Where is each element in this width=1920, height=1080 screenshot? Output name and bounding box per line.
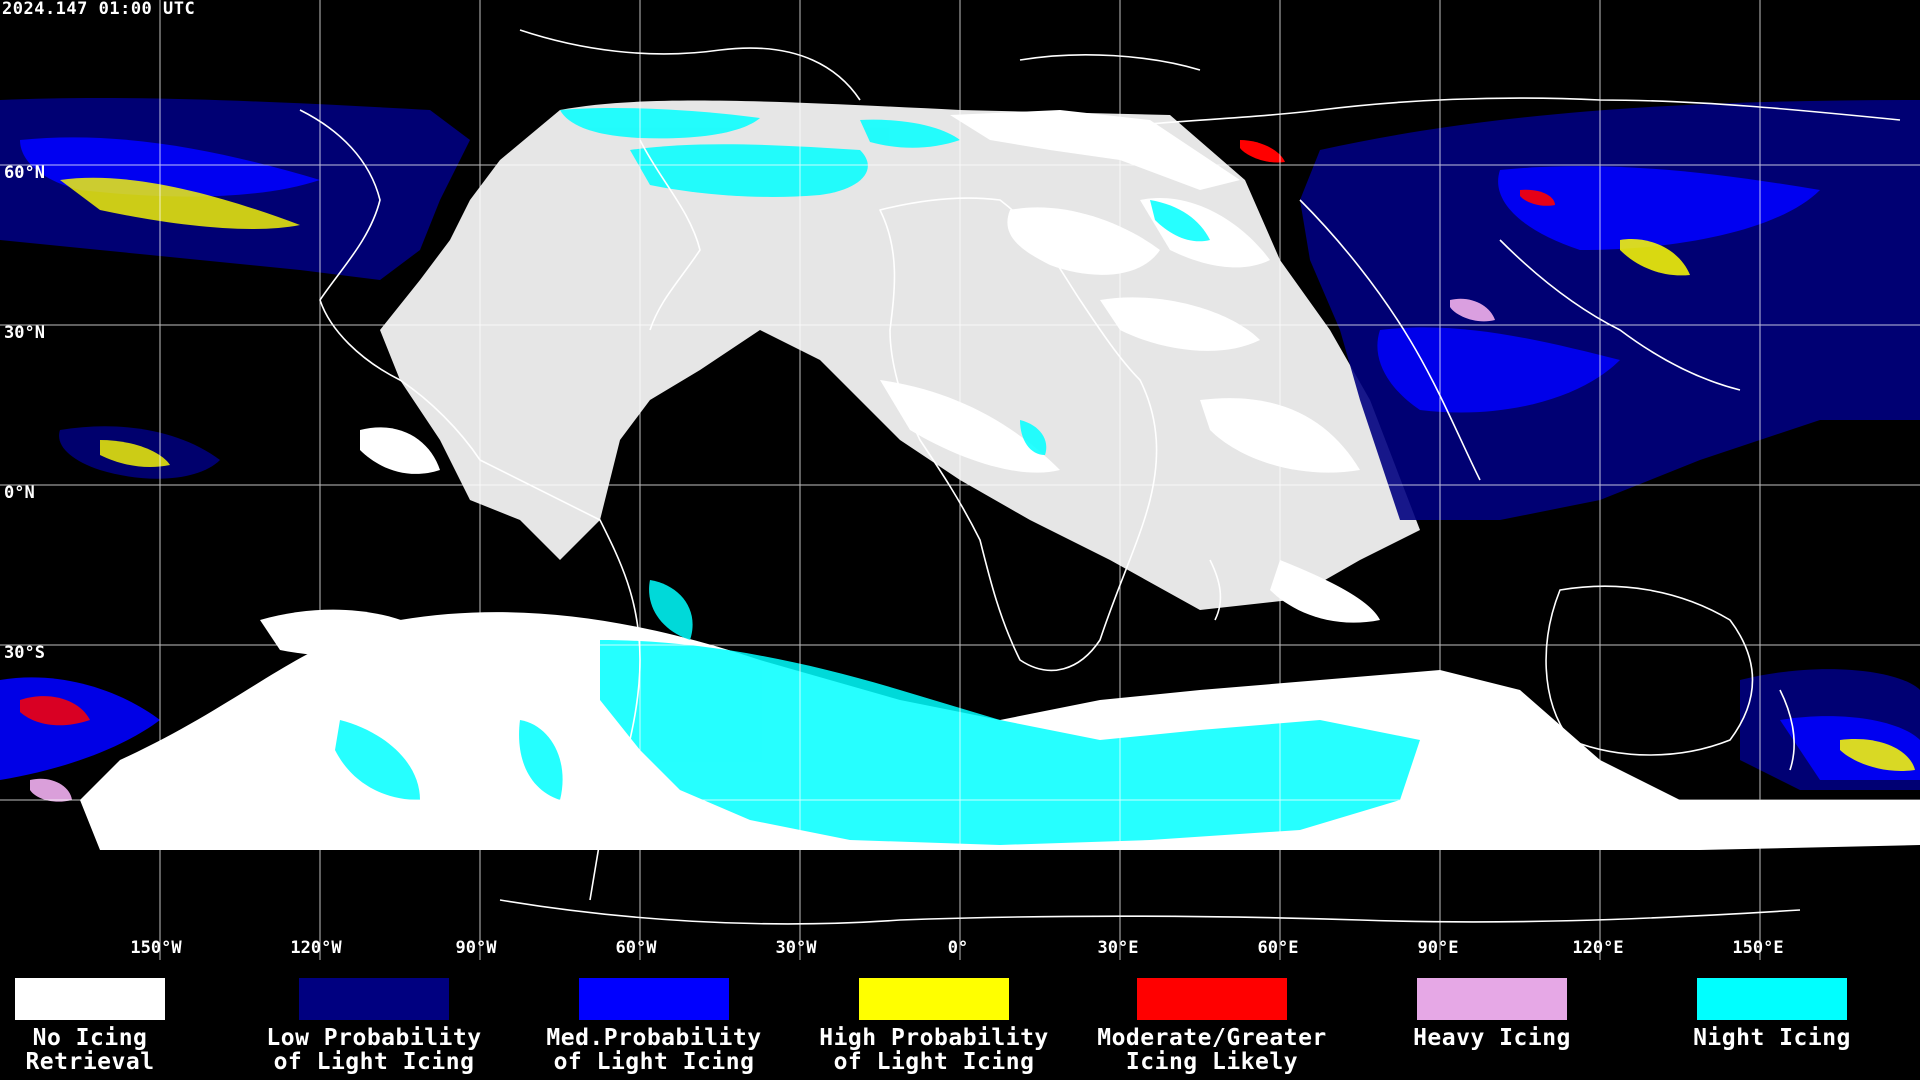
legend-label-line1: Med.Probability bbox=[546, 1025, 762, 1051]
icing-map-canvas bbox=[0, 0, 1920, 960]
legend-item-heavy-icing: Heavy Icing bbox=[1362, 978, 1622, 1050]
lon-label-30w: 30°W bbox=[775, 938, 817, 958]
lat-label-30s: 30°S bbox=[4, 643, 45, 663]
legend-item-med-probability: Med.Probability of Light Icing bbox=[524, 978, 784, 1074]
graticule bbox=[0, 0, 1920, 960]
legend-label-line2: of Light Icing bbox=[833, 1049, 1035, 1075]
legend-item-no-icing: No Icing Retrieval bbox=[0, 978, 220, 1074]
lon-label-60e: 60°E bbox=[1257, 938, 1299, 958]
lon-label-120w: 120°W bbox=[290, 938, 342, 958]
icing-legend: No Icing Retrieval Low Probability of Li… bbox=[0, 960, 1920, 1080]
legend-swatch-no-icing bbox=[15, 978, 165, 1020]
legend-label-line1: No Icing bbox=[32, 1025, 148, 1051]
icing-highlight-regions bbox=[20, 140, 1915, 802]
lon-label-60w: 60°W bbox=[615, 938, 657, 958]
legend-label-line1: Night Icing bbox=[1693, 1025, 1851, 1051]
lon-label-120e: 120°E bbox=[1572, 938, 1624, 958]
lat-label-60n: 60°N bbox=[4, 163, 45, 183]
legend-swatch-med-probability bbox=[579, 978, 729, 1020]
legend-label-line2: of Light Icing bbox=[553, 1049, 755, 1075]
lon-label-90w: 90°W bbox=[455, 938, 497, 958]
legend-label-line2: Icing Likely bbox=[1125, 1049, 1299, 1075]
legend-item-moderate-greater: Moderate/Greater Icing Likely bbox=[1082, 978, 1342, 1074]
lat-label-0n: 0°N bbox=[4, 483, 35, 503]
legend-swatch-night-icing bbox=[1697, 978, 1847, 1020]
legend-swatch-low-probability bbox=[299, 978, 449, 1020]
lat-label-30n: 30°N bbox=[4, 323, 45, 343]
legend-label-line1: Moderate/Greater bbox=[1097, 1025, 1327, 1051]
legend-swatch-moderate-greater bbox=[1137, 978, 1287, 1020]
legend-item-low-probability: Low Probability of Light Icing bbox=[244, 978, 504, 1074]
legend-label-low-probability: Low Probability of Light Icing bbox=[244, 1026, 504, 1074]
product-timestamp: 2024.147 01:00 UTC bbox=[2, 0, 196, 19]
legend-label-med-probability: Med.Probability of Light Icing bbox=[524, 1026, 784, 1074]
legend-swatch-heavy-icing bbox=[1417, 978, 1567, 1020]
lon-label-150e: 150°E bbox=[1732, 938, 1784, 958]
legend-label-line2: Retrieval bbox=[25, 1049, 155, 1075]
legend-label-line2: of Light Icing bbox=[273, 1049, 475, 1075]
legend-item-high-probability: High Probability of Light Icing bbox=[804, 978, 1064, 1074]
icing-map: 2024.147 01:00 UTC 60°N 30°N 0°N 30°S 15… bbox=[0, 0, 1920, 960]
legend-label-moderate-greater: Moderate/Greater Icing Likely bbox=[1082, 1026, 1342, 1074]
legend-label-no-icing: No Icing Retrieval bbox=[0, 1026, 220, 1074]
lon-label-0: 0° bbox=[947, 938, 969, 958]
legend-label-line1: Heavy Icing bbox=[1413, 1025, 1571, 1051]
legend-label-line1: Low Probability bbox=[266, 1025, 482, 1051]
legend-label-high-probability: High Probability of Light Icing bbox=[804, 1026, 1064, 1074]
legend-item-night-icing: Night Icing bbox=[1642, 978, 1902, 1050]
lon-label-150w: 150°W bbox=[130, 938, 182, 958]
legend-label-heavy-icing: Heavy Icing bbox=[1362, 1026, 1622, 1050]
lon-label-90e: 90°E bbox=[1417, 938, 1459, 958]
night-icing-region bbox=[335, 107, 1420, 845]
lon-label-30e: 30°E bbox=[1097, 938, 1139, 958]
legend-swatch-high-probability bbox=[859, 978, 1009, 1020]
legend-label-line1: High Probability bbox=[819, 1025, 1049, 1051]
legend-label-night-icing: Night Icing bbox=[1642, 1026, 1902, 1050]
